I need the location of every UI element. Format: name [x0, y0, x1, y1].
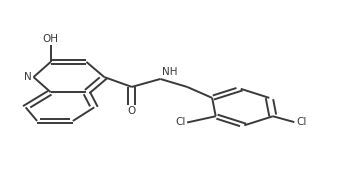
Text: N: N — [24, 72, 32, 82]
Text: O: O — [128, 106, 136, 116]
Text: NH: NH — [162, 67, 177, 77]
Text: Cl: Cl — [296, 117, 306, 127]
Text: Cl: Cl — [175, 118, 185, 127]
Text: OH: OH — [43, 34, 59, 44]
